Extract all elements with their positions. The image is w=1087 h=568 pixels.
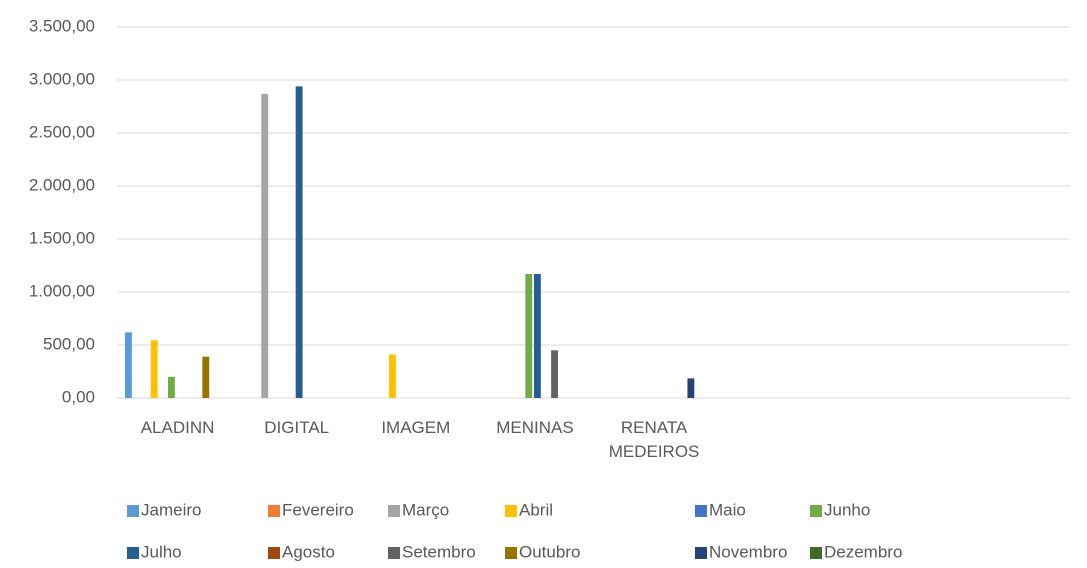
bar: [533, 273, 541, 398]
legend-label: Jameiro: [141, 500, 201, 519]
bar: [525, 273, 533, 398]
legend-label: Agosto: [282, 542, 335, 561]
legend-label: Maio: [709, 500, 746, 519]
bar: [295, 86, 303, 399]
legend-label: Fevereiro: [282, 500, 354, 519]
x-tick-label: RENATA MEDEIROS: [608, 418, 700, 461]
legend-label: Novembro: [709, 542, 787, 561]
legend-label: Junho: [824, 500, 870, 519]
y-tick-label: 1.000,00: [29, 281, 95, 300]
x-tick-label: DIGITAL: [264, 418, 330, 437]
legend-swatch: [810, 505, 822, 517]
legend-swatch: [505, 505, 517, 517]
y-tick-label: 3.000,00: [29, 69, 95, 88]
legend-swatch: [695, 505, 707, 517]
legend-label: Março: [402, 500, 449, 519]
x-tick-label: MENINAS: [496, 418, 574, 437]
legend-label: Setembro: [402, 542, 476, 561]
y-tick-label: 1.500,00: [29, 228, 95, 247]
bar: [150, 340, 158, 398]
x-tick-label: ALADINN: [140, 418, 215, 437]
legend-swatch: [505, 547, 517, 559]
legend-swatch: [388, 505, 400, 517]
bar: [551, 350, 558, 398]
bar: [125, 332, 132, 398]
y-tick-label: 2.000,00: [29, 175, 95, 194]
legend-label: Dezembro: [824, 542, 902, 561]
legend-swatch: [127, 547, 139, 559]
legend-swatch: [127, 505, 139, 517]
bar: [261, 93, 269, 398]
legend-label: Abril: [519, 500, 553, 519]
y-tick-label: 3.500,00: [29, 16, 95, 35]
legend-swatch: [810, 547, 822, 559]
bar: [389, 354, 396, 398]
bar: [687, 378, 695, 398]
x-tick-label: IMAGEM: [381, 418, 451, 437]
bar: [202, 356, 210, 398]
legend-swatch: [388, 547, 400, 559]
y-tick-label: 500,00: [43, 334, 95, 353]
legend-swatch: [695, 547, 707, 559]
y-tick-label: 2.500,00: [29, 122, 95, 141]
legend-label: Julho: [141, 542, 182, 561]
bar: [167, 376, 175, 398]
legend-label: Outubro: [519, 542, 580, 561]
legend-swatch: [268, 505, 280, 517]
legend-swatch: [268, 547, 280, 559]
y-tick-label: 0,00: [62, 387, 95, 406]
